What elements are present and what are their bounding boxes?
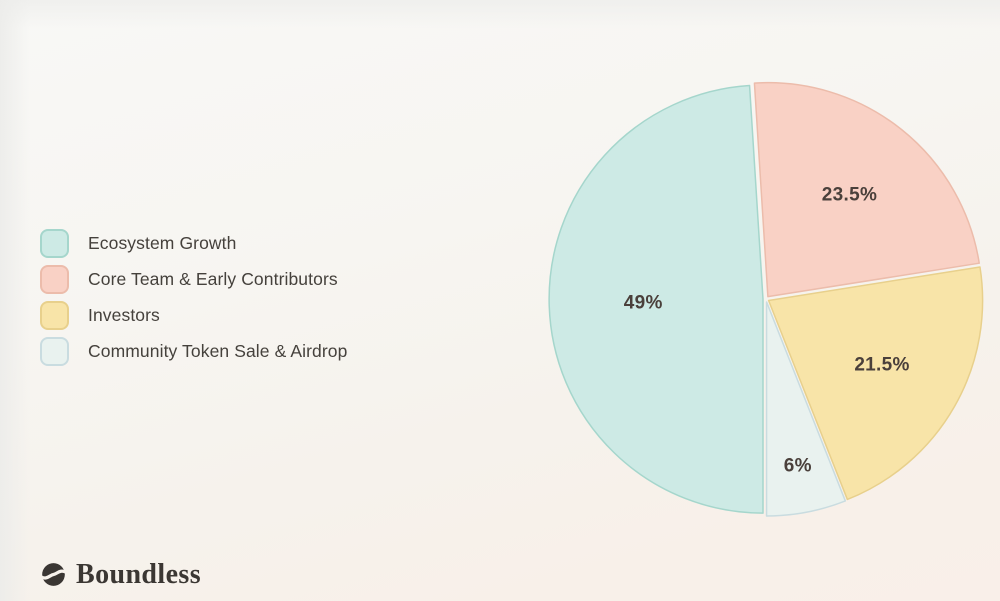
slice-value-label: 21.5% <box>854 355 909 376</box>
legend-item-community: Community Token Sale & Airdrop <box>40 337 347 366</box>
pie-slice-1 <box>753 81 980 298</box>
legend-item-investors: Investors <box>40 301 347 330</box>
legend-item-core-team: Core Team & Early Contributors <box>40 265 347 294</box>
legend-label: Community Token Sale & Airdrop <box>88 341 348 361</box>
legend: Ecosystem Growth Core Team & Early Contr… <box>40 229 347 366</box>
legend-label: Core Team & Early Contributors <box>88 269 338 289</box>
slice-value-label: 6% <box>784 455 812 476</box>
boundless-logo: Boundless <box>39 560 201 589</box>
pie-slice-3 <box>765 301 847 517</box>
pie-slice-2 <box>767 266 984 501</box>
legend-swatch-yellow <box>40 301 69 330</box>
pie-chart: 49% 23.5% 21.5% 6% <box>548 81 984 517</box>
boundless-logo-icon <box>39 563 68 586</box>
legend-item-ecosystem-growth: Ecosystem Growth <box>40 229 347 258</box>
pie-slice-0 <box>548 84 764 514</box>
boundless-wordmark: Boundless <box>76 558 201 590</box>
slice-value-label: 49% <box>624 292 663 313</box>
legend-swatch-teal <box>40 229 69 258</box>
legend-swatch-pale <box>40 337 69 366</box>
slice-value-label: 23.5% <box>822 184 877 205</box>
legend-swatch-salmon <box>40 265 69 294</box>
legend-label: Ecosystem Growth <box>88 233 237 253</box>
legend-label: Investors <box>88 305 160 325</box>
